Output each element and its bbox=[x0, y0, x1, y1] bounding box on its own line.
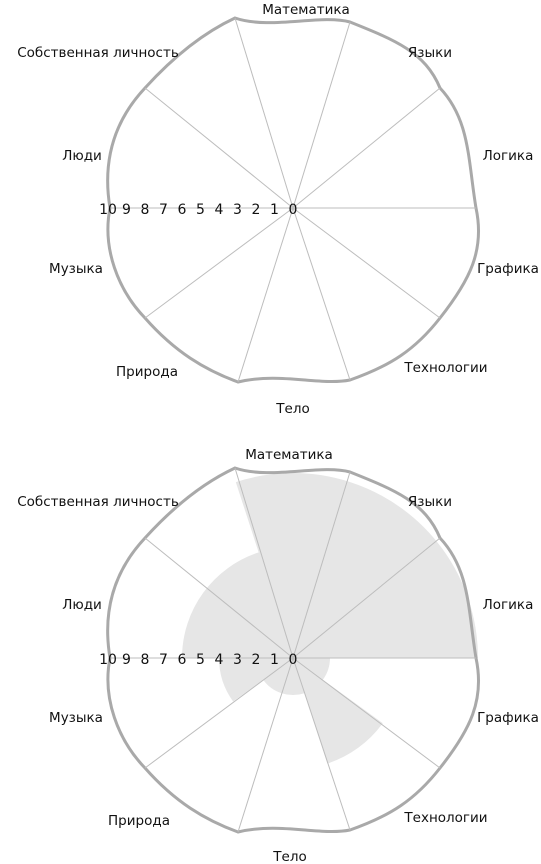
sector-label-logic: Логика bbox=[483, 597, 534, 613]
sector-label-people: Люди bbox=[62, 148, 102, 164]
sector-label-nature: Природа bbox=[108, 813, 170, 829]
scale-number: 4 bbox=[215, 652, 224, 668]
sector-label-people: Люди bbox=[62, 597, 102, 613]
scale-number: 6 bbox=[178, 202, 187, 218]
scale-number: 2 bbox=[252, 202, 261, 218]
sector-label-body: Тело bbox=[272, 849, 306, 864]
scale-number: 7 bbox=[159, 202, 168, 218]
sector-label-self: Собственная личность bbox=[17, 45, 179, 61]
sector-label-nature: Природа bbox=[116, 364, 178, 380]
scale-number: 0 bbox=[289, 652, 298, 668]
sector-label-math: Математика bbox=[262, 2, 350, 18]
scale-number: 9 bbox=[122, 652, 131, 668]
scale-number: 10 bbox=[99, 652, 117, 668]
wheel-empty: Математика Языки Логика Графика Технолог… bbox=[17, 2, 539, 417]
sector-label-languages: Языки bbox=[408, 494, 452, 510]
scale-number: 5 bbox=[196, 652, 205, 668]
scale-number: 0 bbox=[289, 202, 298, 218]
sector-label-languages: Языки bbox=[408, 45, 452, 61]
wheel-filled: Математика Языки Логика Графика Технолог… bbox=[17, 447, 539, 864]
sector-label-self: Собственная личность bbox=[17, 494, 179, 510]
scale-number: 1 bbox=[270, 202, 279, 218]
wheel-spokes bbox=[110, 17, 476, 383]
scale-number: 9 bbox=[122, 202, 131, 218]
wheel-spokes bbox=[110, 467, 476, 833]
scale-number: 3 bbox=[233, 652, 242, 668]
sector-label-logic: Логика bbox=[483, 148, 534, 164]
scale-number: 2 bbox=[252, 652, 261, 668]
sector-label-music: Музыка bbox=[49, 261, 103, 277]
sector-label-music: Музыка bbox=[49, 710, 103, 726]
scale-number: 8 bbox=[141, 202, 150, 218]
scale-number: 1 bbox=[270, 652, 279, 668]
wheel-outline bbox=[106, 16, 481, 384]
filled-area bbox=[182, 473, 478, 764]
sector-label-graphics: Графика bbox=[477, 710, 539, 726]
sector-label-technology: Технологии bbox=[403, 360, 487, 376]
scale-numbers: 10 9 8 7 6 5 4 3 2 1 0 bbox=[99, 652, 297, 668]
scale-number: 3 bbox=[233, 202, 242, 218]
sector-label-graphics: Графика bbox=[477, 261, 539, 277]
scale-numbers: 10 9 8 7 6 5 4 3 2 1 0 bbox=[99, 202, 297, 218]
scale-number: 8 bbox=[141, 652, 150, 668]
scale-number: 10 bbox=[99, 202, 117, 218]
scale-number: 6 bbox=[178, 652, 187, 668]
scale-number: 4 bbox=[215, 202, 224, 218]
scale-number: 7 bbox=[159, 652, 168, 668]
sector-label-technology: Технологии bbox=[403, 810, 487, 826]
scale-number: 5 bbox=[196, 202, 205, 218]
sector-label-body: Тело bbox=[275, 401, 309, 417]
sector-label-math: Математика bbox=[245, 447, 333, 463]
